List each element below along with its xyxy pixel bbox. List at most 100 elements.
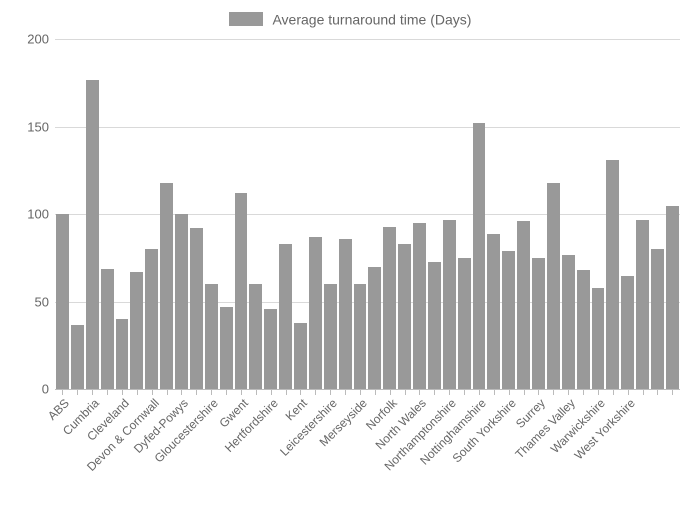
bar xyxy=(101,269,114,390)
bars-container xyxy=(55,39,680,389)
bar-slot xyxy=(159,39,174,389)
bar-slot xyxy=(263,39,278,389)
x-tick xyxy=(211,390,212,395)
bar xyxy=(368,267,381,390)
x-tick xyxy=(419,390,420,395)
bar-slot xyxy=(129,39,144,389)
x-tick xyxy=(345,390,346,395)
bar xyxy=(190,228,203,389)
y-tick-label: 200 xyxy=(15,32,49,47)
x-tick xyxy=(241,390,242,395)
bar-slot xyxy=(501,39,516,389)
bar-slot xyxy=(85,39,100,389)
bar-slot xyxy=(367,39,382,389)
bar xyxy=(666,206,679,390)
bar-slot xyxy=(605,39,620,389)
bar xyxy=(413,223,426,389)
bar-chart: Average turnaround time (Days) 050100150… xyxy=(0,0,700,525)
x-tick xyxy=(464,390,465,395)
bar-slot xyxy=(620,39,635,389)
bar-slot xyxy=(397,39,412,389)
x-axis-labels: ABSCumbriaClevelandDevon & CornwallDyfed… xyxy=(55,390,680,525)
bar-slot xyxy=(472,39,487,389)
x-tick xyxy=(613,390,614,395)
bar xyxy=(428,262,441,390)
bar xyxy=(562,255,575,390)
plot-area: 050100150200 xyxy=(55,39,680,390)
bar-slot xyxy=(219,39,234,389)
bar-slot xyxy=(55,39,70,389)
bar xyxy=(651,249,664,389)
y-tick-label: 100 xyxy=(15,207,49,222)
bar-slot xyxy=(382,39,397,389)
bar xyxy=(56,214,69,389)
bar-slot xyxy=(442,39,457,389)
bar-slot xyxy=(293,39,308,389)
bar-slot xyxy=(323,39,338,389)
bar xyxy=(547,183,560,390)
x-tick xyxy=(62,390,63,395)
y-tick-label: 0 xyxy=(15,382,49,397)
bar xyxy=(249,284,262,389)
x-tick xyxy=(598,390,599,395)
bar xyxy=(294,323,307,390)
x-tick xyxy=(196,390,197,395)
x-tick xyxy=(553,390,554,395)
bar xyxy=(86,80,99,390)
bar-slot xyxy=(174,39,189,389)
bar-slot xyxy=(635,39,650,389)
bar xyxy=(577,270,590,389)
x-tick xyxy=(256,390,257,395)
bar xyxy=(309,237,322,389)
x-tick xyxy=(479,390,480,395)
bar xyxy=(145,249,158,389)
bar-slot xyxy=(576,39,591,389)
x-tick xyxy=(300,390,301,395)
bar xyxy=(458,258,471,389)
x-tick xyxy=(583,390,584,395)
x-tick xyxy=(77,390,78,395)
bar-slot xyxy=(561,39,576,389)
bar-slot xyxy=(70,39,85,389)
bar xyxy=(116,319,129,389)
y-tick-label: 50 xyxy=(15,294,49,309)
x-tick xyxy=(509,390,510,395)
x-tick xyxy=(137,390,138,395)
x-tick xyxy=(152,390,153,395)
bar xyxy=(606,160,619,389)
bar-slot xyxy=(338,39,353,389)
x-tick xyxy=(672,390,673,395)
bar-slot xyxy=(204,39,219,389)
legend-label: Average turnaround time (Days) xyxy=(272,11,471,27)
bar xyxy=(354,284,367,389)
legend-swatch xyxy=(229,12,263,26)
bar-slot xyxy=(100,39,115,389)
bar-slot xyxy=(531,39,546,389)
x-tick xyxy=(568,390,569,395)
bar xyxy=(235,193,248,389)
bar-slot xyxy=(486,39,501,389)
x-tick xyxy=(92,390,93,395)
bar xyxy=(621,276,634,390)
x-tick xyxy=(360,390,361,395)
x-tick xyxy=(375,390,376,395)
bar xyxy=(71,325,84,390)
x-tick xyxy=(271,390,272,395)
x-tick xyxy=(524,390,525,395)
bar-slot xyxy=(457,39,472,389)
x-tick xyxy=(628,390,629,395)
chart-legend: Average turnaround time (Days) xyxy=(15,10,685,27)
x-tick xyxy=(538,390,539,395)
bar xyxy=(339,239,352,390)
bar xyxy=(532,258,545,389)
bar-slot xyxy=(308,39,323,389)
bar xyxy=(502,251,515,389)
bar xyxy=(592,288,605,390)
bar xyxy=(279,244,292,389)
bar xyxy=(324,284,337,389)
bar-slot xyxy=(546,39,561,389)
x-tick xyxy=(122,390,123,395)
x-tick xyxy=(315,390,316,395)
bar-slot xyxy=(115,39,130,389)
x-tick xyxy=(390,390,391,395)
